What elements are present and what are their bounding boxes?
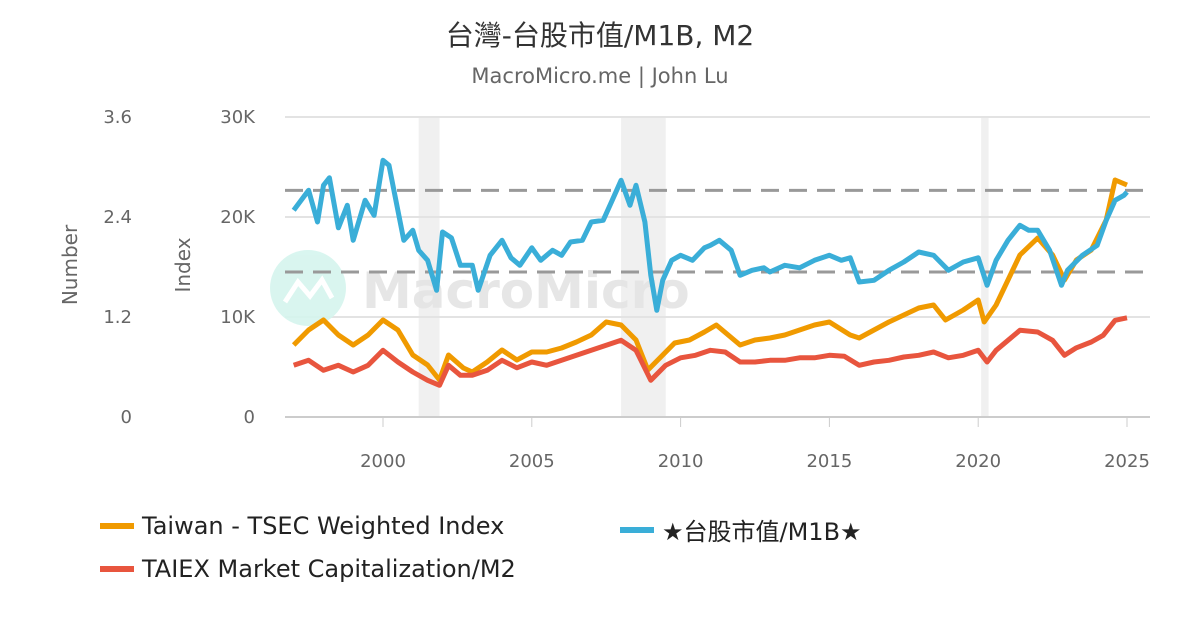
legend-item-tsec[interactable]: Taiwan - TSEC Weighted Index: [100, 512, 504, 540]
recession-band: [981, 117, 989, 417]
index-tick-label: 30K: [220, 107, 256, 128]
index-tick-label: 0: [244, 407, 255, 428]
legend-item-m1b[interactable]: ★台股市值/M1B★: [620, 512, 862, 547]
index-tick-label: 20K: [220, 207, 256, 228]
chart-title: 台灣-台股市值/M1B, M2: [445, 19, 755, 52]
legend-swatch: [620, 526, 654, 533]
number-tick-label: 1.2: [103, 307, 132, 328]
watermark-logo-mark: [282, 275, 335, 304]
legend-swatch: [100, 523, 134, 529]
legend-item-m2[interactable]: TAIEX Market Capitalization/M2: [100, 555, 516, 583]
index-tick-label: 10K: [220, 307, 256, 328]
series-line-1: [291, 157, 1129, 313]
legend-label: TAIEX Market Capitalization/M2: [142, 555, 516, 583]
index-axis-title: Index: [171, 237, 195, 292]
x-tick-label: 2025: [1104, 451, 1150, 472]
watermark-logo-icon: [270, 250, 346, 326]
x-tick-label: 2005: [509, 451, 555, 472]
legend-label: Taiwan - TSEC Weighted Index: [142, 512, 505, 540]
x-tick-label: 2010: [658, 451, 704, 472]
number-tick-label: 2.4: [103, 207, 132, 228]
x-tick-label: 2015: [806, 451, 852, 472]
legend-label: ★台股市值/M1B★: [662, 518, 862, 546]
x-tick-label: 2000: [360, 451, 406, 472]
number-axis-title: Number: [58, 224, 82, 305]
number-tick-label: 0: [121, 407, 132, 428]
number-tick-label: 3.6: [103, 107, 132, 128]
legend-swatch: [100, 566, 134, 572]
chart-subtitle: MacroMicro.me | John Lu: [471, 64, 729, 88]
series-line-2: [292, 315, 1128, 388]
x-tick-label: 2020: [955, 451, 1001, 472]
